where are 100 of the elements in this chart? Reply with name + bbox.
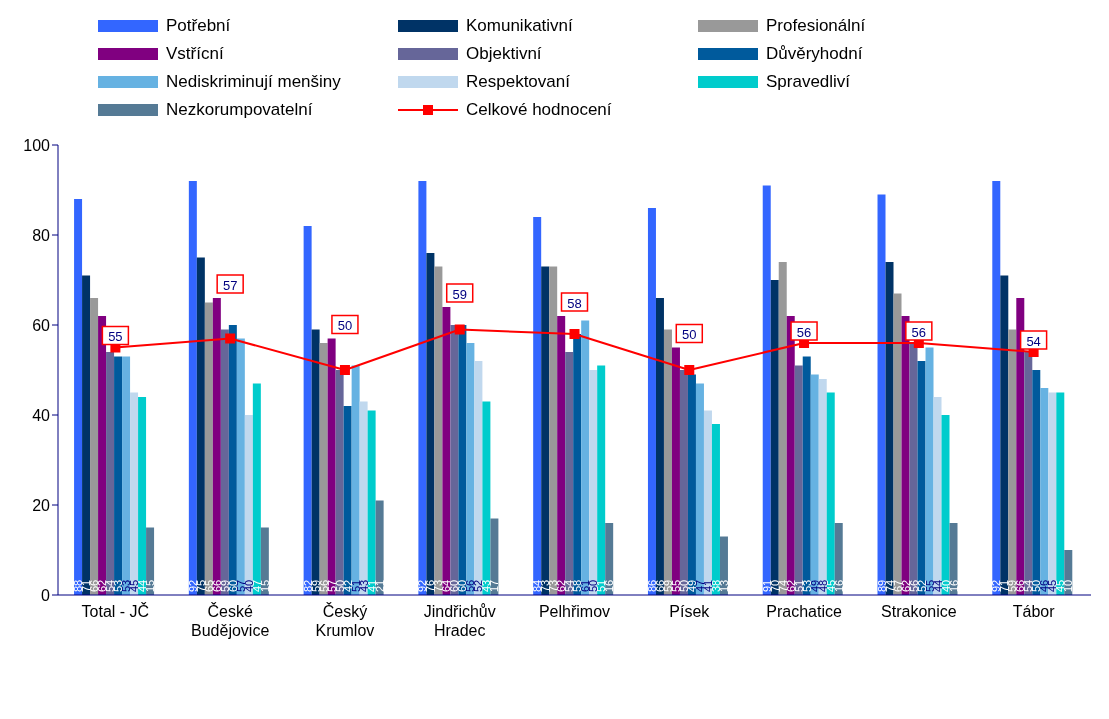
bar <box>106 352 115 595</box>
bar <box>703 410 712 595</box>
x-tick-label: Tábor <box>1012 603 1056 620</box>
data-label: 56 <box>796 324 812 340</box>
bar <box>130 392 139 595</box>
data-label: 50 <box>337 318 353 333</box>
bar <box>925 347 934 595</box>
bar <box>335 370 344 595</box>
bar <box>204 302 213 595</box>
bar <box>917 361 926 595</box>
bar <box>885 262 894 595</box>
bar <box>196 257 205 595</box>
bar <box>1048 392 1057 595</box>
bar <box>466 343 475 595</box>
legend-label: Vstřícní <box>166 44 224 64</box>
x-tick-label: Písek <box>669 603 711 620</box>
y-tick-label: 80 <box>32 226 51 244</box>
bar <box>597 365 606 595</box>
bar <box>74 199 83 595</box>
bar <box>1040 388 1049 595</box>
bar <box>549 266 558 595</box>
legend-label: Spravedliví <box>766 72 851 92</box>
data-label: 55 <box>108 329 123 344</box>
data-label: 58 <box>567 295 582 311</box>
bar <box>228 325 237 595</box>
bar <box>794 365 803 595</box>
y-tick-label: 60 <box>32 316 51 334</box>
bar <box>82 275 91 595</box>
x-tick-label: Pelhřimov <box>538 603 611 620</box>
bar <box>941 415 950 595</box>
bar <box>303 226 312 595</box>
bar <box>367 410 376 595</box>
y-tick-label: 40 <box>32 406 51 424</box>
bar <box>1008 329 1017 595</box>
x-tick-label: Prachatice <box>766 603 842 620</box>
bar <box>711 424 720 595</box>
bar <box>826 392 835 595</box>
bar <box>252 383 261 595</box>
bar <box>450 325 459 595</box>
y-tick-label: 0 <box>41 586 51 604</box>
data-label: 50 <box>682 327 697 342</box>
bar <box>343 406 352 595</box>
bar <box>482 401 491 595</box>
bar <box>434 266 443 595</box>
point <box>339 365 350 375</box>
legend-label: Profesionální <box>766 16 866 36</box>
x-tick-label: Total - JČ <box>81 602 150 620</box>
bar <box>236 338 245 595</box>
bar <box>490 518 499 595</box>
bar <box>810 374 819 595</box>
bar <box>90 298 99 595</box>
bar <box>1056 392 1065 595</box>
bar <box>933 397 942 595</box>
bar <box>533 217 542 595</box>
legend-label: Nezkorumpovatelní <box>166 100 313 120</box>
bar <box>695 383 704 595</box>
bar <box>138 397 147 595</box>
bar <box>188 181 197 595</box>
bar <box>212 298 221 595</box>
legend-label: Nediskriminují menšiny <box>166 72 341 92</box>
legend-label: Respektovaní <box>466 72 570 92</box>
point <box>684 365 695 375</box>
bar <box>992 181 1001 595</box>
y-tick-label: 20 <box>32 496 51 514</box>
bar <box>573 334 582 595</box>
bar <box>565 352 574 595</box>
data-label: 59 <box>452 286 467 302</box>
bar <box>877 194 886 595</box>
bar <box>647 208 656 595</box>
bar <box>687 374 696 595</box>
y-tick-label: 100 <box>23 136 51 154</box>
point <box>225 333 236 344</box>
x-tick-label: Strakonice <box>881 603 957 620</box>
bar <box>122 356 131 595</box>
bar <box>474 361 483 595</box>
legend-label: Potřební <box>166 16 231 36</box>
bar <box>244 415 253 595</box>
legend-label: Komunikativní <box>466 16 573 36</box>
bar <box>778 262 787 595</box>
bar <box>770 280 779 595</box>
data-label: 56 <box>911 324 927 340</box>
bar <box>311 329 320 595</box>
bar <box>655 298 664 595</box>
bar <box>375 500 384 595</box>
bar <box>541 266 550 595</box>
bar <box>1032 370 1041 595</box>
legend-label: Objektivní <box>466 44 542 64</box>
bar <box>671 347 680 595</box>
bar <box>762 185 771 595</box>
bar <box>802 356 811 595</box>
bar <box>1000 275 1009 595</box>
bar <box>679 370 688 595</box>
legend-label: Důvěryhodní <box>766 44 863 64</box>
x-tick-label: Český Krumlov <box>315 602 375 639</box>
bar <box>589 370 598 595</box>
point <box>569 329 580 339</box>
bar <box>319 343 328 595</box>
data-label: 54 <box>1026 333 1041 349</box>
bar <box>351 365 360 595</box>
data-label: 57 <box>222 277 238 293</box>
